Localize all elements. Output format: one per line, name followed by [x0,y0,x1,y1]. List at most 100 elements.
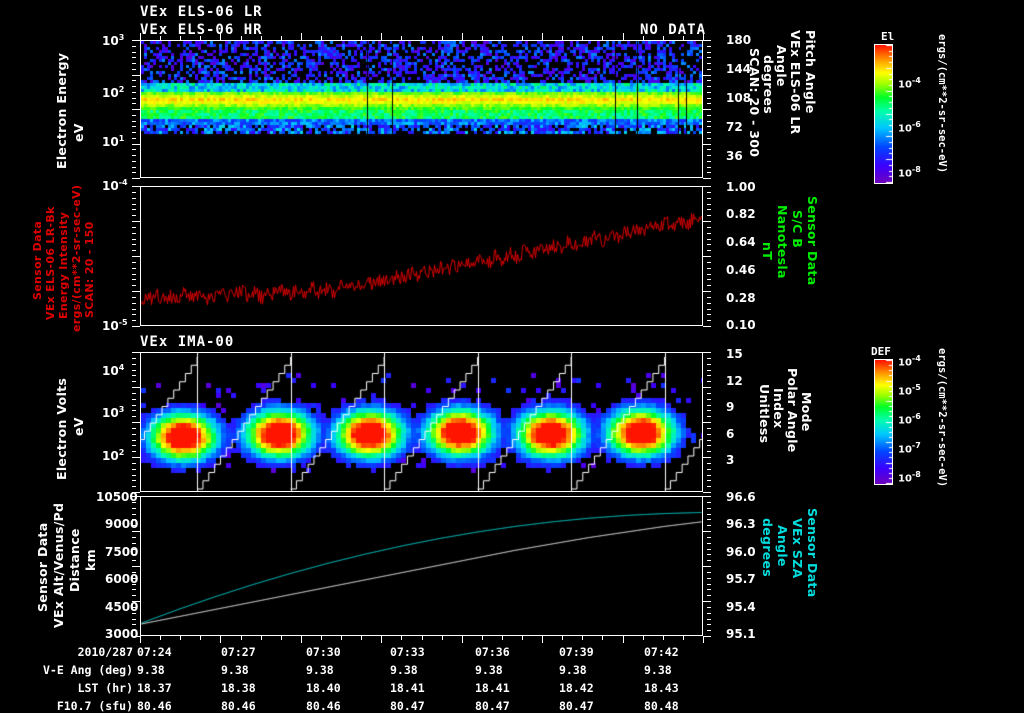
axis-tick [132,126,136,127]
p4-ytick-9000: 9000 [105,517,139,531]
bottom-cell-r3-c1: 80.46 [221,699,256,713]
axis-tick [703,221,711,222]
axis-tick [707,589,711,590]
axis-tick [462,33,463,40]
axis-tick [703,531,711,532]
axis-tick [422,36,423,40]
axis-tick [562,36,563,40]
axis-tick [707,115,711,116]
bottom-cell-r3-c5: 80.47 [559,699,594,713]
axis-tick [132,161,136,162]
axis-tick [707,274,711,275]
axis-tick [522,36,523,40]
p3-rtick-9: 9 [726,400,735,414]
axis-tick [132,172,136,173]
axis-tick [707,80,711,81]
axis-tick [707,103,711,104]
axis-tick [562,636,563,640]
axis-tick [703,496,711,497]
axis-tick [707,410,711,411]
axis-tick [401,636,402,640]
axis-tick [707,46,711,47]
p3-ytick-1e3: 103 [102,405,125,420]
p4-rtick-957: 95.7 [726,572,756,586]
p1-rtick-36: 36 [726,149,743,163]
p1-rtick-72: 72 [726,120,743,134]
axis-tick [132,410,136,411]
axis-tick [132,514,136,515]
axis-tick [707,262,711,263]
axis-tick [707,370,711,371]
axis-tick [707,132,711,133]
axis-tick [132,531,140,532]
panel4-left-label-distance: Distance [67,522,82,592]
axis-tick [707,375,711,376]
axis-tick [200,36,201,40]
axis-tick [132,98,136,99]
axis-tick [707,138,711,139]
axis-tick [663,636,664,640]
panel2-right-label-nanotesla: Nanotesla [775,205,790,285]
axis-tick [132,285,136,286]
axis-tick [381,636,382,643]
axis-tick [132,268,136,269]
bottom-cell-r2-c1: 18.38 [221,681,256,695]
axis-tick [132,624,136,625]
bottom-cell-r3-c0: 80.46 [137,699,172,713]
axis-tick [132,549,136,550]
p3-ytick-1e2: 102 [102,448,125,463]
def-colorbar-gradient [875,360,892,484]
panel1-left-units-text: eV [71,123,86,142]
axis-tick [132,364,136,365]
p2-left-l3: ergs/(cm**2-sr-sec-eV) [70,184,83,332]
axis-tick [703,387,711,388]
panel1-right-label-instrument: VEx ELS-06 LR [788,30,804,140]
axis-tick [132,496,140,497]
axis-tick [707,161,711,162]
axis-tick [707,358,711,359]
axis-tick [602,36,603,40]
axis-tick [707,584,711,585]
axis-tick [707,607,711,608]
panel2-left-label-units: ergs/(cm**2-sr-sec-eV) [70,185,83,332]
el-cbar-tick-1e-4: 10-4 [898,76,921,91]
p4-right-l0: Sensor Data [805,508,821,598]
axis-tick [707,445,711,446]
p4-rtick-963: 96.3 [726,517,756,531]
el-colorbar-title: El [881,30,895,43]
p4-right-l1: VEx SZA [790,518,806,579]
bottom-cell-r0-c5: 07:39 [559,645,594,659]
bottom-cell-r3-c2: 80.46 [306,699,341,713]
axis-tick [361,636,362,640]
p1-right-l2: Angle [774,45,790,87]
def-colorbar [874,359,893,485]
axis-tick [132,387,140,388]
axis-tick [132,486,136,487]
axis-tick [707,554,711,555]
axis-tick [707,405,711,406]
axis-tick [381,33,382,40]
axis-tick [132,69,136,70]
axis-tick [132,405,136,406]
axis-tick [132,589,136,590]
bottom-cell-r1-c0: 9.38 [137,663,165,677]
el-cbar-tick-1e-8: 10-8 [898,165,921,180]
axis-tick [707,519,711,520]
axis-tick [422,636,423,640]
p3-rtick-12: 12 [726,374,743,388]
axis-tick [707,198,711,199]
p3-ytick-1e4: 104 [102,363,125,378]
axis-tick [132,375,136,376]
p2-right-l3: nT [760,242,776,261]
p1-right-l1: VEx ELS-06 LR [788,30,804,135]
p2-rtick-100: 1.00 [726,180,756,194]
axis-tick [132,434,136,435]
bottom-cell-r0-c2: 07:30 [306,645,341,659]
p2-right-l1: S/C B [790,210,806,249]
axis-tick [502,36,503,40]
axis-tick [140,33,141,40]
axis-tick [132,607,136,608]
axis-tick [132,584,136,585]
panel4-right-label-angle: Angle [775,525,790,581]
axis-tick [281,36,282,40]
